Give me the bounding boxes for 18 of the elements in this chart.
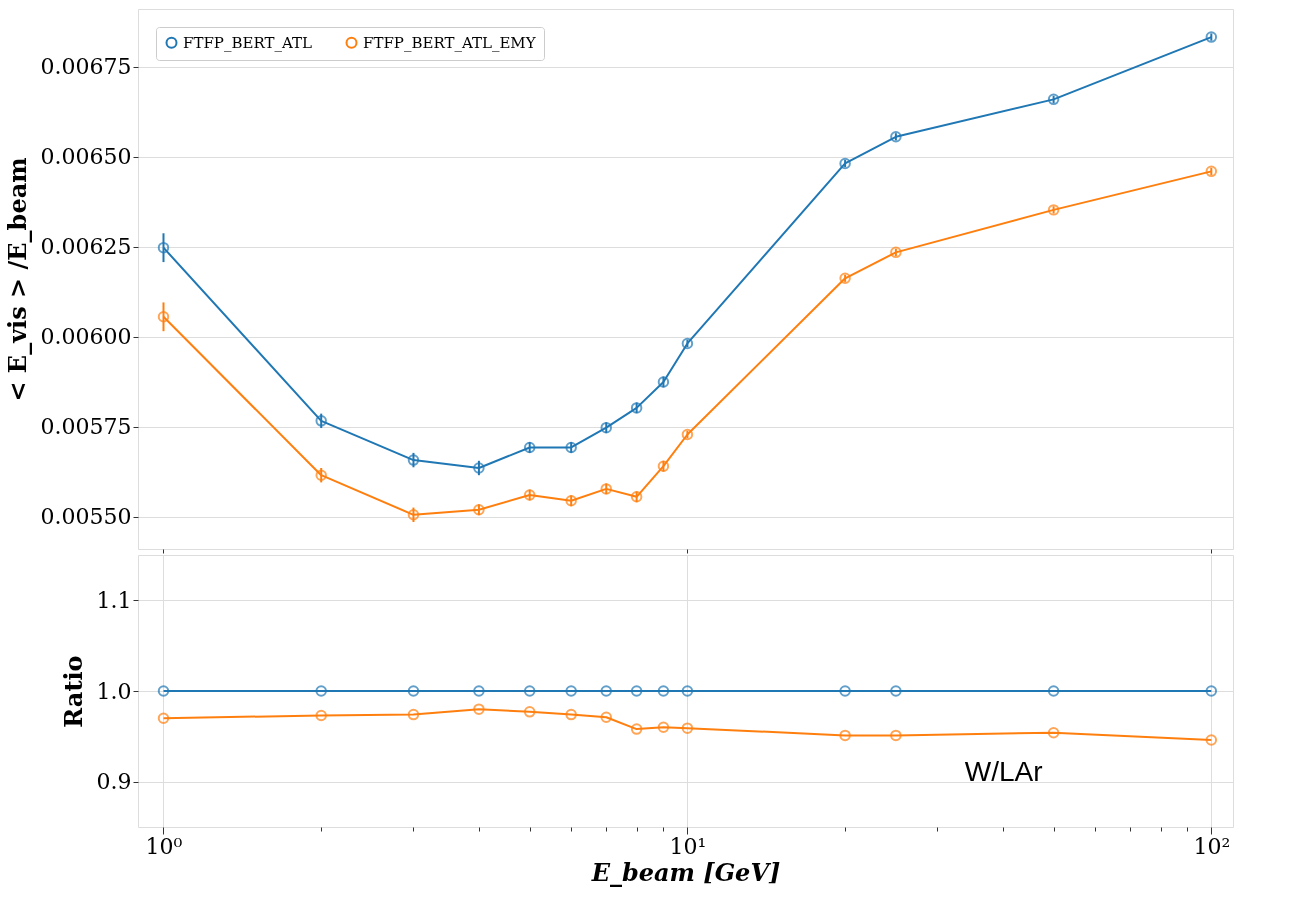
y-tick-label: 1.1 (96, 587, 132, 613)
legend-label: FTFP_BERT_ATL_EMY (363, 33, 537, 52)
annotation: W/LAr (964, 755, 1043, 787)
x-axis-title: E_beam [GeV] (590, 857, 781, 887)
y-axis-title: < E_vis > /E_beam (2, 157, 32, 402)
y-tick-label: 1.0 (96, 678, 132, 704)
x-tick-label: 10¹ (669, 833, 707, 859)
y-axis-title: Ratio (58, 655, 88, 728)
x-tick-label: 10² (1193, 833, 1231, 859)
y-tick-label: 0.00650 (40, 144, 132, 170)
y-tick-label: 0.00625 (40, 234, 132, 260)
legend-label: FTFP_BERT_ATL (183, 33, 312, 52)
y-tick-label: 0.00675 (40, 54, 132, 80)
y-tick-label: 0.9 (96, 769, 132, 795)
y-tick-label: 0.00600 (40, 324, 132, 350)
x-tick-label: 10⁰ (145, 833, 183, 859)
y-tick-label: 0.00550 (40, 504, 132, 530)
y-tick-label: 0.00575 (40, 414, 132, 440)
